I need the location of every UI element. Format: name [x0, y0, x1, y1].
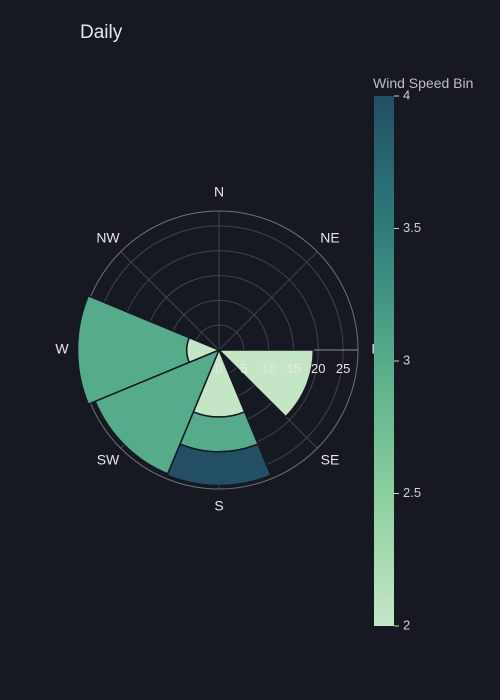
chart-title: Daily — [80, 22, 123, 43]
colorbar-tick-label: 2 — [403, 617, 410, 632]
grid-spoke — [120, 251, 220, 351]
direction-label: SE — [321, 452, 340, 468]
colorbar-tick-label: 4 — [403, 87, 410, 102]
wind-bar — [166, 443, 272, 487]
wind-bar — [179, 410, 259, 453]
radial-tick-label: 15 — [286, 361, 300, 376]
radial-tick-label: 25 — [336, 361, 350, 376]
bar-group — [76, 294, 315, 487]
direction-label: N — [214, 184, 224, 200]
wind-bar — [217, 349, 315, 418]
colorbar-tick-label: 2.5 — [403, 485, 421, 500]
wind-bar — [94, 348, 221, 475]
wind-bar — [76, 294, 191, 406]
direction-label: SW — [97, 452, 120, 468]
colorbar-tick-label: 3.5 — [403, 220, 421, 235]
direction-label: NE — [320, 230, 339, 246]
colorbar-tick-label: 3 — [403, 352, 410, 367]
direction-label: NW — [96, 230, 120, 246]
grid-spoke — [218, 251, 318, 351]
colorbar-title: Wind Speed Bin — [373, 75, 473, 91]
radial-tick-label: 10 — [261, 361, 275, 376]
radial-tick-label: 20 — [311, 361, 325, 376]
radial-tick-label: 5 — [240, 361, 247, 376]
direction-label: S — [214, 498, 223, 514]
colorbar-gradient — [374, 96, 394, 626]
radial-tick-label: 0 — [215, 361, 222, 376]
colorbar: Wind Speed Bin 2 2.5 3 3.5 4 — [373, 75, 473, 632]
direction-label: W — [55, 341, 69, 357]
